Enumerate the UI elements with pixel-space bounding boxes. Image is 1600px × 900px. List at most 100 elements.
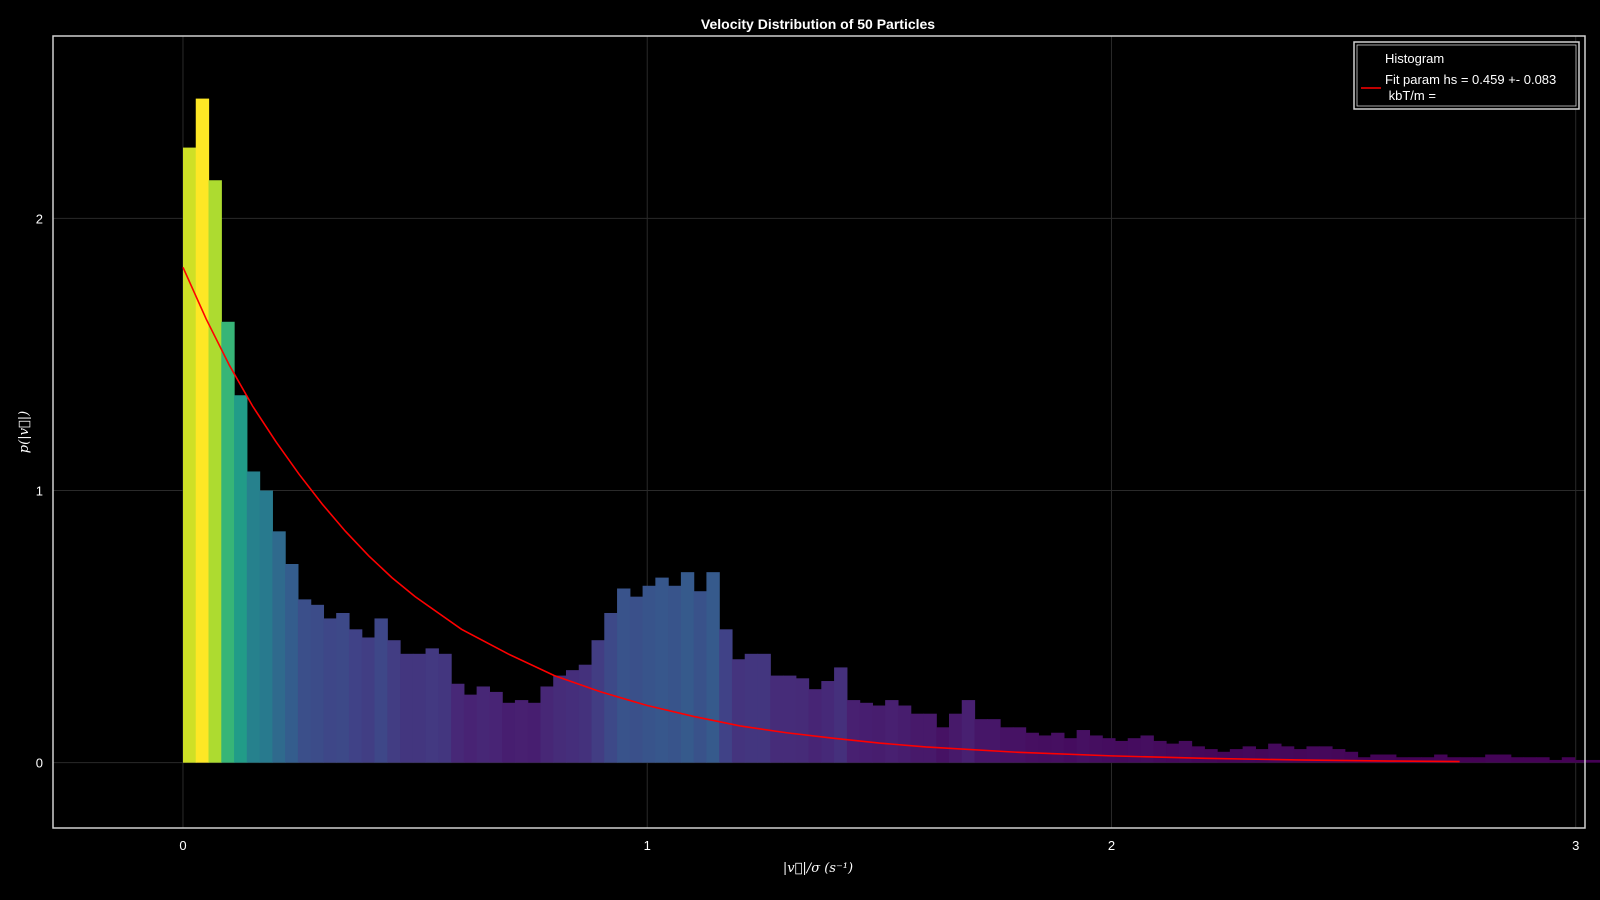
histogram-bar xyxy=(1344,751,1359,763)
histogram-bar xyxy=(961,700,976,763)
histogram-bar xyxy=(285,564,299,763)
histogram-bar xyxy=(553,675,567,763)
histogram-bar xyxy=(680,572,695,763)
histogram-bar xyxy=(936,727,950,763)
histogram-bar xyxy=(1127,738,1142,763)
histogram-bar xyxy=(974,719,988,763)
histogram-bar xyxy=(1191,746,1205,763)
histogram-bar xyxy=(1076,730,1091,763)
histogram-bar xyxy=(1472,757,1486,763)
histogram-bar xyxy=(451,683,465,763)
histogram-bar xyxy=(565,670,580,763)
histogram-bar xyxy=(1459,757,1474,763)
histogram-bar xyxy=(1217,751,1231,763)
histogram-bar xyxy=(259,490,273,763)
histogram-bar xyxy=(234,395,248,763)
histogram-bar xyxy=(1280,746,1295,763)
histogram-bar xyxy=(923,713,937,763)
legend-histogram-label: Histogram xyxy=(1385,51,1444,66)
chart-title: Velocity Distribution of 50 Particles xyxy=(701,16,935,32)
histogram-bar xyxy=(1229,749,1244,763)
histogram-bar xyxy=(1395,757,1410,763)
histogram-bar xyxy=(859,702,873,763)
histogram-bar xyxy=(476,686,490,763)
histogram-bar xyxy=(438,653,452,763)
histogram-bar xyxy=(948,713,963,763)
y-tick-label: 0 xyxy=(36,756,43,771)
histogram-bar xyxy=(1574,759,1588,763)
histogram-bar xyxy=(221,321,235,763)
histogram-bar xyxy=(527,702,542,763)
plot-frame xyxy=(52,35,1586,829)
histogram-bar xyxy=(1370,754,1384,763)
histogram-bar xyxy=(808,689,822,763)
histogram-bar xyxy=(795,678,810,763)
histogram-bar xyxy=(412,653,427,763)
legend-box xyxy=(1353,41,1580,110)
histogram-bar xyxy=(195,98,210,763)
histogram-bar xyxy=(604,612,618,763)
histogram-bar xyxy=(310,604,325,763)
legend: Histogram Fit param hs = 0.459 +- 0.083 … xyxy=(1353,41,1580,110)
histogram-bar xyxy=(1051,732,1065,763)
x-tick-label: 2 xyxy=(1108,838,1115,853)
histogram-bar xyxy=(1178,740,1193,763)
histogram-bar xyxy=(693,591,708,763)
histogram-bar xyxy=(1063,738,1078,763)
histogram-bar xyxy=(1523,757,1537,763)
histogram-bar xyxy=(1166,743,1180,763)
histogram-bar xyxy=(770,675,784,763)
histogram-bar xyxy=(514,700,529,763)
histogram-bar xyxy=(655,577,669,763)
histogram-bar xyxy=(540,686,554,763)
histogram-bar xyxy=(387,640,401,763)
histogram-bar xyxy=(1012,727,1027,763)
histogram-bar xyxy=(757,653,771,763)
histogram-bar xyxy=(463,694,478,763)
y-tick-labels: 0 1 2 xyxy=(36,211,43,770)
histogram-bar xyxy=(348,629,363,763)
histogram-bar xyxy=(246,471,261,763)
legend-inner-border xyxy=(1356,44,1577,107)
histogram-bar xyxy=(1255,749,1269,763)
histogram-bar xyxy=(1242,746,1256,763)
histogram-bar xyxy=(1153,740,1167,763)
histogram-bar xyxy=(885,700,899,763)
histogram-bar xyxy=(272,531,286,763)
histogram-bar xyxy=(629,596,644,763)
histogram-bar xyxy=(987,719,1001,763)
histogram-bar xyxy=(1383,754,1397,763)
histogram-bar xyxy=(1306,746,1320,763)
histogram-bar xyxy=(297,599,312,763)
fit-curve xyxy=(182,267,1460,763)
histogram-bar xyxy=(744,653,759,763)
histogram-bar xyxy=(1268,743,1282,763)
histogram-bar xyxy=(1319,746,1333,763)
histogram-bar xyxy=(668,585,682,763)
histogram-bar xyxy=(642,585,656,763)
histogram-bar xyxy=(374,618,388,763)
histogram-bar xyxy=(1114,740,1129,763)
histogram-bar xyxy=(323,618,337,763)
histogram-bar xyxy=(617,588,631,763)
histogram-bar xyxy=(1497,754,1512,763)
histogram-bar xyxy=(897,705,912,763)
histogram-bar xyxy=(1204,749,1218,763)
histogram-bar xyxy=(719,629,733,763)
histogram-bar xyxy=(1510,757,1525,763)
histogram-bar xyxy=(208,180,222,763)
histogram-bar xyxy=(1549,759,1563,763)
histogram-bar xyxy=(706,572,720,763)
y-axis-label: p(|v⃗|) xyxy=(17,411,32,453)
y-tick-label: 2 xyxy=(36,211,43,226)
histogram-bar xyxy=(400,653,414,763)
histogram-bar xyxy=(1587,759,1600,763)
histogram-bar xyxy=(361,637,376,763)
histogram-bar xyxy=(1485,754,1499,763)
histogram-bar xyxy=(1446,757,1461,763)
histogram-bar xyxy=(821,681,835,763)
histogram-bar xyxy=(1421,757,1435,763)
histogram-bar xyxy=(1025,732,1039,763)
histogram-bar xyxy=(846,700,861,763)
